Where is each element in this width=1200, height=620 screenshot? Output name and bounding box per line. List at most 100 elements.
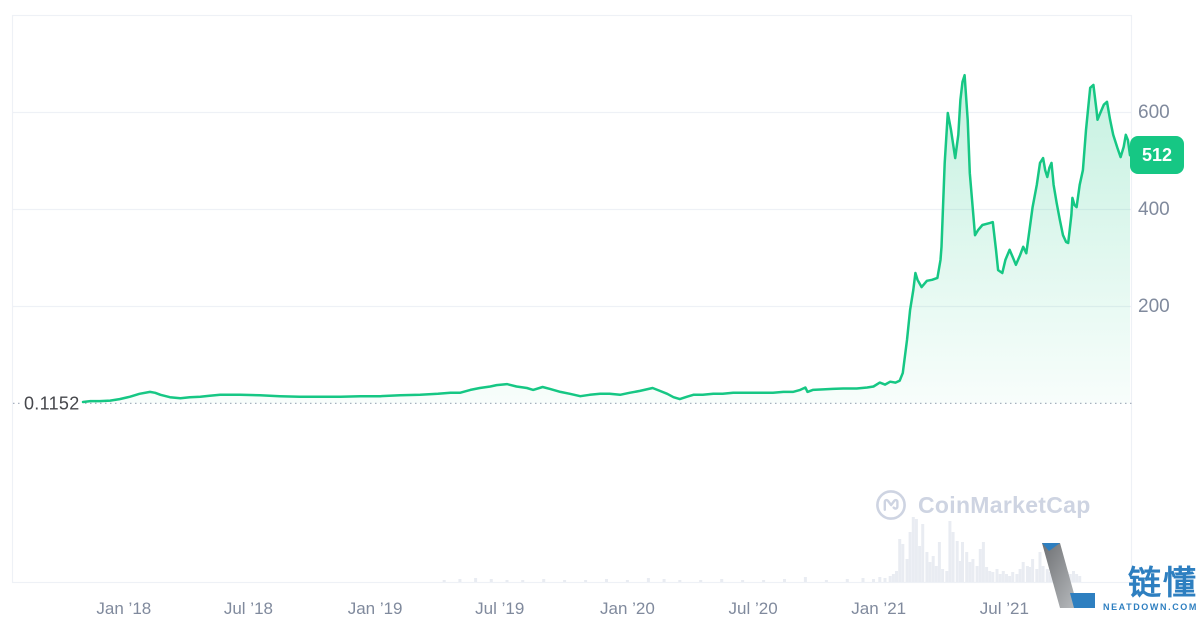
current-price-badge: 512 bbox=[1130, 136, 1184, 175]
volume-bar bbox=[961, 542, 964, 582]
volume-bar bbox=[945, 571, 949, 582]
volume-bar bbox=[998, 574, 1002, 582]
volume-bar bbox=[918, 546, 922, 582]
x-tick: Jan ’18 bbox=[96, 599, 152, 618]
coinmarketcap-logo-icon bbox=[876, 490, 906, 520]
volume-bar bbox=[995, 569, 999, 582]
x-tick: Jul ’21 bbox=[979, 599, 1029, 618]
volume-bar bbox=[646, 578, 650, 582]
volume-bar bbox=[1021, 562, 1025, 582]
plot-border bbox=[11, 14, 1133, 584]
volume-bar bbox=[991, 572, 995, 582]
price-area-fill bbox=[83, 75, 1130, 404]
volume-bar bbox=[1018, 569, 1022, 582]
volume-bar bbox=[955, 541, 959, 582]
volume-bar bbox=[584, 580, 588, 582]
volume-bar bbox=[968, 562, 972, 582]
volume-bar bbox=[720, 579, 724, 582]
volume-bar bbox=[895, 571, 898, 582]
volume-bar bbox=[678, 580, 682, 582]
volume-bar bbox=[971, 559, 975, 582]
volume-bar bbox=[474, 578, 478, 582]
price-line[interactable] bbox=[81, 73, 1132, 404]
x-tick: Jan ’19 bbox=[347, 599, 403, 618]
volume-bar bbox=[1078, 576, 1082, 582]
volume-bar bbox=[762, 580, 766, 582]
volume-bar bbox=[905, 559, 909, 582]
volume-bar bbox=[872, 579, 875, 582]
volume-bar bbox=[978, 549, 982, 582]
volume-bar bbox=[505, 580, 509, 582]
volume-bar bbox=[521, 580, 525, 582]
volume-bar bbox=[981, 542, 985, 582]
volume-bar bbox=[1028, 567, 1031, 582]
volume-bar bbox=[1048, 572, 1052, 582]
volume-bar bbox=[937, 542, 941, 582]
volume-bar bbox=[1008, 576, 1012, 582]
volume-bar bbox=[934, 566, 938, 582]
volume-bar bbox=[958, 561, 962, 582]
volume-bar bbox=[975, 566, 979, 582]
volume-bar bbox=[803, 577, 807, 582]
volume-bar bbox=[941, 569, 945, 582]
volume-bar bbox=[699, 580, 703, 582]
baseline-price-label: 0.1152 bbox=[24, 393, 80, 414]
volume-bar bbox=[988, 571, 992, 582]
volume-bar bbox=[985, 567, 989, 582]
volume-bar bbox=[925, 552, 929, 582]
volume-bar bbox=[783, 579, 786, 582]
volume-bar bbox=[1038, 552, 1042, 582]
volume-bar bbox=[1041, 566, 1045, 582]
volume-bar bbox=[1075, 574, 1079, 582]
volume-bar bbox=[442, 580, 446, 582]
volume-bar bbox=[741, 580, 745, 582]
coinmarketcap-watermark-text: CoinMarketCap bbox=[918, 491, 1091, 518]
volume-bar bbox=[824, 580, 828, 582]
x-tick: Jan ’20 bbox=[600, 599, 655, 618]
volume-bar bbox=[1072, 571, 1075, 582]
volume-bar bbox=[951, 532, 955, 582]
x-tick: Jul ’19 bbox=[475, 599, 525, 618]
neatdown-logo-icon bbox=[1041, 543, 1095, 608]
volume-bar bbox=[883, 578, 887, 582]
neatdown-watermark-subtitle: NEATDOWN.COM bbox=[1102, 602, 1198, 612]
volume-bar bbox=[458, 579, 462, 582]
volume-bar bbox=[1015, 574, 1019, 582]
volume-bar bbox=[1031, 559, 1035, 582]
volume-bar bbox=[928, 562, 932, 582]
coinmarketcap-watermark: CoinMarketCap bbox=[874, 488, 1091, 522]
y-tick-400: 400 bbox=[1138, 198, 1170, 220]
volume-bar bbox=[878, 577, 882, 582]
y-tick-200: 200 bbox=[1138, 295, 1170, 317]
volume-bar bbox=[965, 552, 969, 582]
volume-bar bbox=[1025, 566, 1029, 582]
volume-bar bbox=[1005, 574, 1008, 582]
x-tick: Jan ’21 bbox=[851, 599, 907, 618]
x-tick: Jul ’18 bbox=[223, 599, 273, 618]
x-tick: Jul ’20 bbox=[728, 599, 778, 618]
volume-bar bbox=[1011, 572, 1015, 582]
volume-bar bbox=[1001, 571, 1005, 582]
volume-bar bbox=[891, 574, 895, 582]
volume-bar bbox=[901, 544, 905, 582]
volume-bar bbox=[908, 532, 912, 582]
volume-bar bbox=[898, 539, 902, 582]
volume-bar bbox=[605, 579, 608, 582]
volume-bar bbox=[888, 576, 892, 582]
volume-bar bbox=[1068, 574, 1072, 582]
neatdown-watermark-title: 链懂 bbox=[1128, 564, 1198, 601]
y-tick-600: 600 bbox=[1138, 101, 1170, 123]
volume-bar bbox=[1035, 569, 1039, 582]
volume-bar bbox=[662, 579, 666, 582]
volume-bar bbox=[625, 580, 629, 582]
volume-bar bbox=[948, 521, 952, 582]
volume-bar bbox=[861, 578, 865, 582]
volume-bar bbox=[914, 519, 918, 582]
volume-bar bbox=[563, 580, 567, 582]
volume-bar bbox=[542, 579, 546, 582]
volume-bar bbox=[911, 517, 915, 582]
neatdown-watermark: 链懂 NEATDOWN.COM bbox=[1039, 540, 1198, 612]
volume-bar bbox=[1045, 569, 1049, 582]
